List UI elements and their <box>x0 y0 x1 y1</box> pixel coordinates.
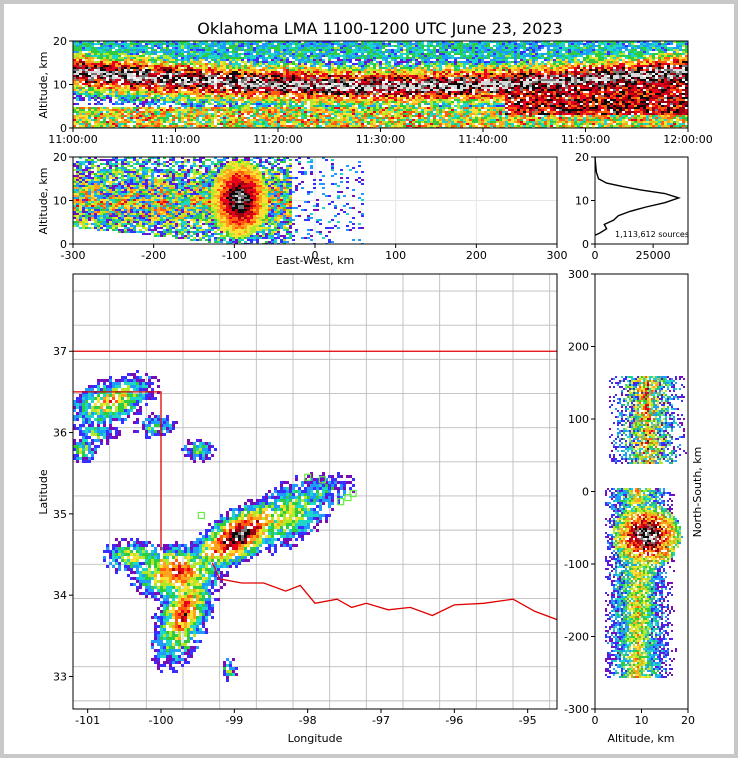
ns-tick-label: 100 <box>568 413 589 426</box>
time-height-panel: 11:00:00 11:10:00 11:20:00 11:30:00 11:40:00… <box>37 35 713 146</box>
latitude-tick-label: 35 <box>53 508 67 521</box>
lma-stations <box>197 473 357 520</box>
ns-tick-label: 0 <box>582 486 589 499</box>
longitude-tick-label: -96 <box>445 714 463 727</box>
ew-alt-tick-label: 0 <box>60 238 67 251</box>
time-height-ylabel: Altitude, km <box>37 51 50 118</box>
ew-axis-tick-label: 0 <box>312 249 319 262</box>
county-lines <box>73 274 557 709</box>
ew-axis-tick-label: -300 <box>61 249 86 262</box>
time-height-heatmap <box>73 41 688 128</box>
ew-axis-tick-label: 100 <box>385 249 406 262</box>
lma-station-marker <box>337 498 345 506</box>
ew-axis-tick-label: 300 <box>547 249 568 262</box>
time-height-alt-tick-label: 0 <box>60 122 67 135</box>
time-height-alt-tick-label: 20 <box>53 35 67 48</box>
hist-axis-tick-label: 0 <box>592 249 599 262</box>
plan-view-ticks: -101 -100 -99 -98 -97 -96 -95 33 34 35 36 37 <box>53 345 537 727</box>
ew-alt-tick-label: 10 <box>53 195 67 208</box>
ew-ticks: -300 -200 -100 0 100 200 300 0 10 20 <box>53 151 568 262</box>
hist-axis-tick-label: 25000 <box>636 249 671 262</box>
lma-station-marker <box>349 489 357 498</box>
altitude-histogram-panel: 0 25000 0 10 20 1,113,612 sources <box>575 151 689 262</box>
time-axis-tick-label: 12:00:00 <box>663 133 712 146</box>
time-height-ticks: 11:00:00 11:10:00 11:20:00 11:30:00 11:40:00… <box>48 35 712 146</box>
ew-altitude-panel: -300 -200 -100 0 100 200 300 0 10 20 East-West, k… <box>37 151 568 267</box>
state-borders <box>73 350 557 621</box>
lma-station-marker <box>304 473 312 481</box>
figure-frame: Oklahoma LMA 1100-1200 UTC June 23, 2023… <box>4 4 734 754</box>
source-count-annotation: 1,113,612 sources <box>615 230 689 239</box>
longitude-tick-label: -100 <box>149 714 174 727</box>
plan-view-xlabel: Longitude <box>288 732 343 745</box>
histogram-ticks: 0 25000 0 10 20 <box>575 151 671 262</box>
ns-tick-label: -200 <box>564 631 589 644</box>
ns-alt-axis-tick-label: 10 <box>635 714 649 727</box>
ew-ylabel: Altitude, km <box>37 167 50 234</box>
ns-alt-axis-tick-label: 20 <box>681 714 695 727</box>
longitude-tick-label: -101 <box>75 714 100 727</box>
ns-tick-label: -300 <box>564 703 589 716</box>
latitude-tick-label: 34 <box>53 589 67 602</box>
time-axis-tick-label: 11:20:00 <box>253 133 302 146</box>
ew-alt-tick-label: 20 <box>53 151 67 164</box>
time-axis-tick-label: 11:00:00 <box>48 133 97 146</box>
hist-alt-tick-label: 0 <box>582 238 589 251</box>
plan-view-ylabel: Latitude <box>37 469 50 515</box>
lma-station-marker <box>318 476 326 484</box>
hist-alt-tick-label: 20 <box>575 151 589 164</box>
figure-title: Oklahoma LMA 1100-1200 UTC June 23, 2023 <box>197 19 563 38</box>
altitude-ns-panel: 0 10 20 300 200 100 0 -100 -200 -300 Altitude, km… <box>564 268 704 745</box>
ns-ylabel: North-South, km <box>691 447 704 538</box>
plan-view-axes <box>72 273 558 710</box>
ew-axis-tick-label: 200 <box>466 249 487 262</box>
red-river-border <box>211 562 557 621</box>
ew-axis-tick-label: -100 <box>222 249 247 262</box>
lma-figure: Oklahoma LMA 1100-1200 UTC June 23, 2023… <box>37 19 713 745</box>
ns-xlabel: Altitude, km <box>607 732 674 745</box>
lma-station-marker <box>197 511 205 520</box>
lma-station-marker <box>344 493 352 502</box>
longitude-tick-label: -99 <box>225 714 243 727</box>
ns-ticks: 0 10 20 300 200 100 0 -100 -200 -300 <box>564 268 695 727</box>
altitude-ns-heatmap <box>605 376 687 678</box>
plan-view-panel: -101 -100 -99 -98 -97 -96 -95 33 34 35 36 37 Longit… <box>37 273 558 745</box>
latitude-tick-label: 37 <box>53 345 67 358</box>
ns-tick-label: -100 <box>564 558 589 571</box>
plan-view-heatmap <box>73 370 355 682</box>
latitude-tick-label: 36 <box>53 427 67 440</box>
time-axis-tick-label: 11:50:00 <box>561 133 610 146</box>
panhandle-border <box>73 391 162 551</box>
time-axis-tick-label: 11:10:00 <box>151 133 200 146</box>
hist-alt-tick-label: 10 <box>575 195 589 208</box>
time-axis-tick-label: 11:30:00 <box>356 133 405 146</box>
altitude-histogram-line <box>594 156 681 236</box>
time-height-alt-tick-label: 10 <box>53 79 67 92</box>
ns-tick-label: 300 <box>568 268 589 281</box>
latitude-tick-label: 33 <box>53 670 67 683</box>
ew-xlabel: East-West, km <box>276 254 354 267</box>
longitude-tick-label: -95 <box>519 714 537 727</box>
ns-alt-axis-tick-label: 0 <box>592 714 599 727</box>
time-axis-tick-label: 11:40:00 <box>458 133 507 146</box>
longitude-tick-label: -97 <box>372 714 390 727</box>
ns-tick-label: 200 <box>568 341 589 354</box>
ew-altitude-heatmap <box>73 157 364 244</box>
longitude-tick-label: -98 <box>299 714 317 727</box>
ew-axis-tick-label: -200 <box>141 249 166 262</box>
